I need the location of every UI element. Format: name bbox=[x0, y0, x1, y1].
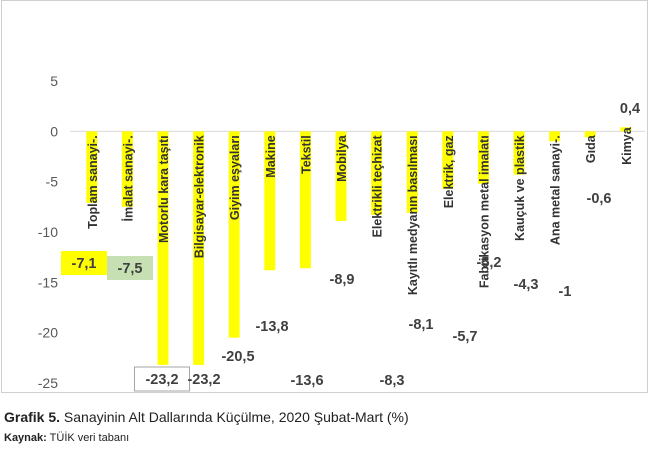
bar bbox=[299, 131, 311, 269]
data-label: -13,8 bbox=[255, 319, 288, 335]
y-tick-label: -20 bbox=[38, 325, 58, 341]
y-tick-label: -10 bbox=[38, 224, 58, 240]
data-label-box bbox=[61, 251, 107, 275]
data-label: -23,2 bbox=[145, 372, 178, 388]
bar bbox=[477, 131, 489, 184]
bar bbox=[620, 127, 632, 132]
data-label: -13,6 bbox=[290, 373, 323, 389]
bar bbox=[264, 131, 276, 271]
source-label: Kaynak: bbox=[4, 432, 47, 444]
y-tick-label: -5 bbox=[46, 174, 59, 190]
data-label: -8,1 bbox=[409, 317, 434, 333]
category-label: Gıda bbox=[584, 134, 598, 163]
data-label: -0,6 bbox=[587, 191, 612, 207]
data-label: -20,5 bbox=[221, 349, 254, 365]
category-label: Makine bbox=[264, 135, 278, 177]
y-tick-label: 0 bbox=[50, 123, 58, 139]
data-label: -5,7 bbox=[453, 329, 478, 345]
category-label: Motorlu kara taşıtı bbox=[157, 135, 171, 243]
bar bbox=[228, 131, 240, 338]
data-label-box bbox=[107, 256, 153, 280]
bar bbox=[193, 131, 205, 365]
bar bbox=[157, 131, 169, 365]
source-text: TÜİK veri tabanı bbox=[49, 432, 130, 444]
y-tick-label: 5 bbox=[50, 73, 58, 89]
category-label: Kauçuk ve plastik bbox=[513, 135, 527, 241]
bar bbox=[406, 131, 418, 213]
data-label: -5,2 bbox=[477, 255, 502, 271]
bar bbox=[121, 131, 133, 207]
data-label: -8,9 bbox=[330, 272, 355, 288]
bar bbox=[335, 131, 347, 221]
category-label: Fabrikasyon metal imalatı bbox=[477, 135, 491, 288]
source-note: Kaynak: TÜİK veri tabanı bbox=[4, 432, 129, 444]
y-tick-label: -15 bbox=[38, 274, 58, 290]
bar bbox=[584, 131, 596, 138]
y-tick-label: -25 bbox=[38, 375, 58, 391]
figure-caption: Grafik 5. Sanayinin Alt Dallarında Küçül… bbox=[4, 409, 409, 425]
category-label: Ana metal sanayi-. bbox=[549, 135, 563, 245]
category-label: Giyim eşyaları bbox=[228, 135, 242, 220]
caption-text: Sanayinin Alt Dallarında Küçülme, 2020 Ş… bbox=[63, 409, 409, 425]
category-label: Tekstil bbox=[299, 135, 313, 174]
caption-label: Grafik 5. bbox=[4, 409, 61, 425]
data-label: -23,2 bbox=[187, 372, 220, 388]
category-label: Kimya bbox=[620, 126, 634, 165]
data-label-box bbox=[134, 366, 190, 392]
chart-frame: 5 0 -5 -10 -15 -20 -25 Toplam sanayi-. İmalat sa… bbox=[1, 0, 648, 393]
bar bbox=[513, 131, 525, 175]
data-label: 0,4 bbox=[620, 101, 640, 117]
category-label: Kayıtlı medyanın basılması bbox=[406, 135, 420, 295]
bar bbox=[371, 131, 383, 215]
bar bbox=[549, 131, 561, 142]
category-label: Bilgisayar-elektronik bbox=[193, 135, 207, 258]
category-label: Mobilya bbox=[335, 134, 349, 182]
data-label: -8,3 bbox=[380, 373, 405, 389]
bar-chart: 5 0 -5 -10 -15 -20 -25 Toplam sanayi-. İmalat sa… bbox=[38, 73, 645, 392]
bar bbox=[442, 131, 454, 189]
category-label: Toplam sanayi-. bbox=[86, 135, 100, 229]
data-label: -4,3 bbox=[514, 277, 539, 293]
data-label: -7,1 bbox=[72, 256, 97, 272]
bar bbox=[86, 131, 98, 203]
category-label: Elektrikli teçhizat bbox=[371, 134, 385, 237]
category-label: Elektrik, gaz bbox=[442, 135, 456, 208]
category-label: İmalat sanayi-. bbox=[120, 135, 135, 221]
data-label: -7,5 bbox=[118, 261, 143, 277]
data-label: -1 bbox=[559, 284, 572, 300]
